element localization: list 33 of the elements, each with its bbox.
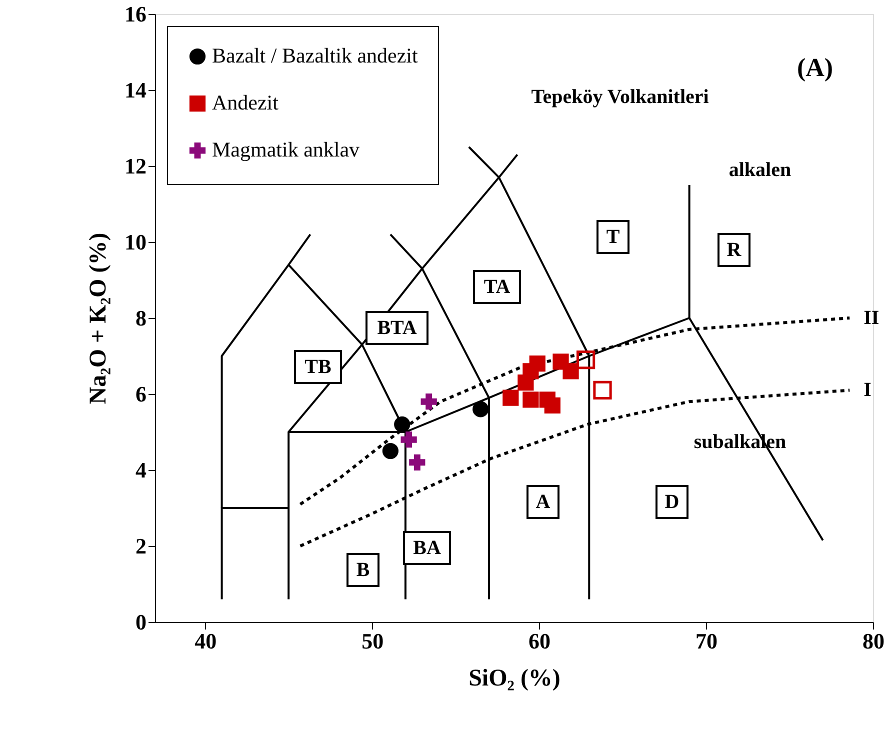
y-tick-label: 0 (136, 610, 146, 634)
y-tick-label: 10 (124, 230, 146, 254)
annotation: A (536, 491, 551, 513)
x-tick-label: 80 (862, 628, 884, 654)
annotation: BA (413, 537, 442, 559)
annotation: BTA (377, 317, 418, 339)
y-tick-label: 14 (124, 78, 146, 102)
annotation: TB (304, 356, 332, 378)
annotation: R (726, 239, 742, 261)
y-tick-label: 2 (136, 534, 146, 558)
annotation: (A) (796, 53, 834, 82)
series-label: II (864, 307, 880, 329)
annotation: D (664, 491, 680, 513)
x-tick-label: 70 (696, 628, 718, 654)
series-label: I (864, 379, 872, 402)
annotation: B (356, 559, 370, 581)
y-tick-label: 12 (124, 154, 146, 178)
y-axis-title: Na₂O + K₂O (%) (86, 232, 112, 404)
legend-label: Andezit (212, 90, 279, 114)
annotation: T (606, 226, 620, 248)
x-tick-label: 40 (194, 628, 217, 654)
y-tick-label: 4 (136, 458, 146, 482)
legend-label: Magmatik anklav (212, 138, 360, 162)
y-tick-label: 6 (136, 382, 146, 406)
x-tick-label: 60 (528, 628, 551, 654)
x-axis-title: SiO₂ (%) (468, 666, 560, 692)
legend-label: Bazalt / Bazaltik andezit (212, 44, 418, 68)
annotation: alkalen (728, 159, 792, 181)
x-tick-label: 50 (362, 628, 384, 654)
y-tick-label: 8 (136, 306, 146, 330)
annotation: TA (484, 276, 511, 298)
annotation: Tepeköy Volkanitleri (531, 86, 710, 108)
y-tick-label: 16 (124, 2, 146, 26)
